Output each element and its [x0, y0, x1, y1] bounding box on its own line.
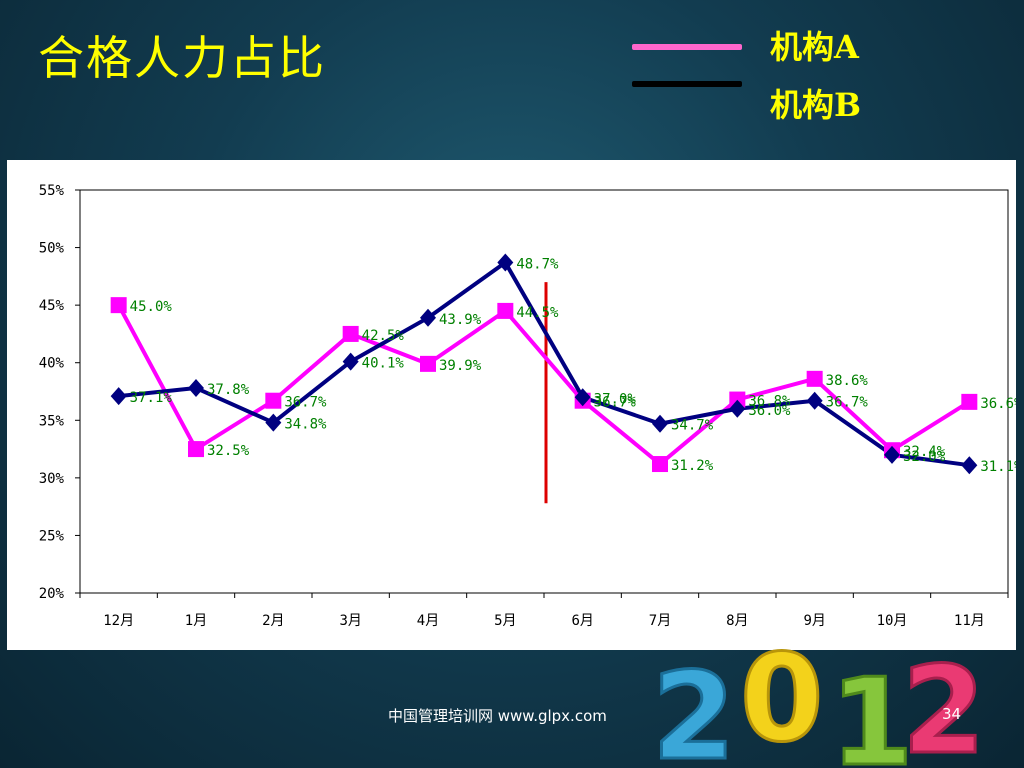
- data-label-b: 37.8%: [207, 382, 250, 398]
- svg-text:2: 2: [902, 642, 986, 768]
- data-point-b: [961, 456, 978, 475]
- x-category-label: 2月: [262, 613, 284, 629]
- digit-2-left: 2: [651, 647, 738, 768]
- footer-text: 中国管理培训网 www.glpx.com: [388, 707, 607, 725]
- digit-0: 0: [739, 640, 826, 768]
- legend-label-a: 机构A: [770, 28, 859, 66]
- data-label-a: 39.9%: [439, 358, 482, 374]
- data-label-b: 34.7%: [671, 418, 714, 434]
- digit-1: 1: [829, 653, 916, 768]
- y-tick-label: 35%: [39, 413, 65, 429]
- legend-label-b: 机构B: [770, 86, 862, 124]
- data-label-a: 36.6%: [980, 396, 1016, 412]
- y-tick-label: 30%: [39, 471, 65, 487]
- x-category-label: 1月: [185, 613, 207, 629]
- data-label-b: 31.1%: [980, 459, 1016, 475]
- series-line-b: [118, 260, 970, 468]
- slide-title: 合格人力占比: [38, 31, 326, 85]
- data-point-b: [497, 253, 514, 272]
- data-label-a: 42.5%: [362, 328, 405, 344]
- x-category-label: 6月: [571, 613, 593, 629]
- data-point-a: [806, 370, 823, 387]
- chart-panel: 55% 50% 45% 40% 35% 30% 25% 20% 12月 1月 2月 3月 4月 5月 6月 7…: [7, 160, 1016, 650]
- legend-line-b: [632, 81, 742, 87]
- y-tick-label: 25%: [39, 528, 65, 544]
- data-point-a: [961, 393, 978, 410]
- data-label-a: 31.2%: [671, 458, 714, 474]
- data-label-b: 48.7%: [516, 257, 559, 273]
- data-point-b: [188, 379, 204, 398]
- data-point-b: [342, 352, 359, 371]
- data-label-a: 36.7%: [284, 395, 327, 411]
- data-point-a: [110, 297, 127, 314]
- svg-text:0: 0: [740, 640, 824, 768]
- data-point-b: [420, 308, 436, 327]
- data-label-a: 32.5%: [207, 443, 250, 459]
- data-label-b: 32.0%: [903, 449, 946, 465]
- x-category-label: 10月: [877, 613, 908, 629]
- x-category-label: 8月: [726, 613, 748, 629]
- series-line-a: [116, 304, 971, 467]
- data-label-b: 37.1%: [130, 390, 173, 406]
- year-2012-decoration: 2 0 1 2: [651, 640, 988, 768]
- y-tick-label: 40%: [39, 356, 65, 372]
- data-point-b: [652, 414, 668, 433]
- svg-text:1: 1: [830, 654, 914, 768]
- x-category-label: 5月: [494, 613, 516, 629]
- x-category-label: 9月: [803, 613, 825, 629]
- y-tick-label: 20%: [39, 586, 65, 602]
- digit-2-right: 2: [901, 641, 988, 768]
- line-chart: 55% 50% 45% 40% 35% 30% 25% 20% 12月 1月 2月 3月 4月 5月 6月 7…: [39, 183, 1016, 629]
- x-category-label: 3月: [339, 613, 361, 629]
- x-category-label: 4月: [417, 613, 439, 629]
- x-category-label: 11月: [954, 613, 985, 629]
- x-category-label: 7月: [649, 613, 671, 629]
- data-label-a: 36.7%: [594, 395, 637, 411]
- data-label-b: 36.7%: [826, 395, 869, 411]
- svg-text:2: 2: [652, 648, 736, 768]
- data-label-b: 36.0%: [748, 403, 791, 419]
- data-point-b: [110, 387, 127, 406]
- data-point-b: [574, 388, 591, 407]
- data-point-b: [806, 391, 823, 410]
- data-label-b: 43.9%: [439, 312, 482, 328]
- data-point-a: [420, 355, 436, 372]
- data-label-a: 32.4%: [903, 444, 946, 460]
- y-tick-label: 50%: [39, 241, 65, 257]
- legend-line-a: [632, 44, 742, 50]
- page-number: 34: [942, 705, 962, 723]
- data-label-b: 37.0%: [594, 391, 637, 407]
- data-label-a: 44.5%: [516, 305, 559, 321]
- data-label-a: 45.0%: [130, 299, 173, 315]
- x-category-label: 12月: [103, 613, 134, 629]
- data-point-a: [497, 302, 514, 319]
- data-point-a: [652, 456, 668, 473]
- data-point-b: [729, 399, 746, 418]
- data-point-b: [884, 445, 900, 464]
- data-label-a: 36.8%: [748, 394, 791, 410]
- data-point-a: [729, 391, 746, 408]
- data-point-a: [265, 392, 282, 409]
- data-label-b: 34.8%: [284, 417, 327, 433]
- data-label-b: 40.1%: [362, 356, 405, 372]
- y-tick-label: 55%: [39, 183, 65, 199]
- data-label-a: 38.6%: [826, 373, 869, 389]
- data-point-a: [188, 441, 204, 458]
- y-tick-label: 45%: [39, 298, 65, 314]
- data-point-b: [265, 413, 282, 432]
- data-point-a: [342, 325, 359, 342]
